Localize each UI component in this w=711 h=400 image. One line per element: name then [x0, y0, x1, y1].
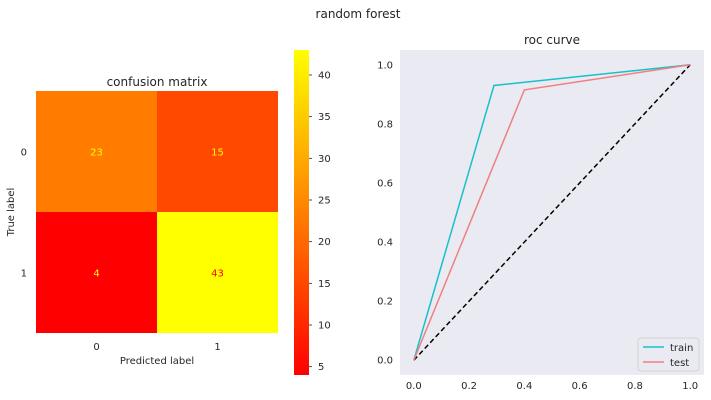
- roc-x-ticks: 0.0 0.2 0.4 0.6 0.8 1.0: [406, 381, 698, 392]
- colorbar-tick-label: 15: [318, 279, 331, 290]
- cm-cell-1-0: [36, 212, 157, 333]
- cm-x-tick-label: 1: [214, 342, 220, 353]
- roc-y-tick-label: 0.4: [377, 238, 393, 249]
- cm-cell-value-0-0: 23: [90, 148, 103, 159]
- roc-y-tick-label: 0.8: [377, 119, 393, 130]
- cm-cell-0-0: [36, 91, 157, 212]
- roc-y-tick-label: 0.6: [377, 178, 393, 189]
- colorbar-ticks: 5 10 15 20 25 30 35 40: [309, 71, 331, 373]
- roc-legend: train test: [637, 337, 700, 372]
- colorbar-tick-label: 25: [318, 196, 331, 207]
- cm-cell-value-1-0: 4: [93, 269, 99, 280]
- confusion-matrix-y-ticks: 01: [21, 148, 27, 280]
- figure-title: random forest: [316, 7, 401, 21]
- roc-x-tick-label: 0.4: [516, 381, 532, 392]
- roc-x-tick-label: 0.6: [572, 381, 588, 392]
- colorbar: 5 10 15 20 25 30 35 40: [294, 50, 331, 375]
- roc-y-tick-label: 0.0: [377, 356, 393, 367]
- roc-y-tick-label: 0.2: [377, 297, 393, 308]
- cm-x-tick-label: 0: [93, 342, 99, 353]
- colorbar-tick-label: 10: [318, 321, 331, 332]
- roc-x-tick-label: 0.2: [461, 381, 477, 392]
- roc-y-ticks: 0.0 0.2 0.4 0.6 0.8 1.0: [377, 60, 393, 366]
- colorbar-tick-label: 5: [318, 362, 324, 373]
- roc-curve-title: roc curve: [524, 33, 580, 47]
- roc-chance-line: [413, 64, 691, 361]
- confusion-matrix-y-label: True label: [6, 188, 17, 238]
- cm-y-tick-label: 0: [21, 148, 27, 159]
- roc-series-test: [413, 64, 691, 361]
- roc-series-train: [413, 64, 691, 361]
- roc-x-tick-label: 0.8: [627, 381, 643, 392]
- colorbar-tick-label: 20: [318, 237, 331, 248]
- cm-y-tick-label: 1: [21, 269, 27, 280]
- legend-label-test: test: [670, 358, 689, 369]
- colorbar-tick-label: 35: [318, 112, 331, 123]
- roc-curve-panel: roc curve 0.0 0.2 0.4 0.6 0.8 1.0 0.00.20.40.…: [377, 33, 704, 392]
- confusion-matrix-title: confusion matrix: [107, 75, 208, 89]
- confusion-matrix-x-label: Predicted label: [120, 356, 194, 367]
- cm-cell-value-1-1: 43: [211, 269, 224, 280]
- confusion-matrix-cells: 23 15 4 43: [36, 91, 278, 333]
- roc-x-tick-label: 0.0: [406, 381, 422, 392]
- cm-cell-1-1: [157, 212, 278, 333]
- colorbar-tick-label: 40: [318, 71, 331, 82]
- colorbar-gradient: [294, 50, 309, 375]
- roc-x-tick-label: 1.0: [682, 381, 698, 392]
- roc-y-tick-label: 1.0: [377, 60, 393, 71]
- legend-label-train: train: [670, 343, 693, 354]
- colorbar-tick-label: 30: [318, 154, 331, 165]
- cm-cell-0-1: [157, 91, 278, 212]
- cm-cell-value-0-1: 15: [211, 148, 224, 159]
- roc-lines: [413, 64, 691, 361]
